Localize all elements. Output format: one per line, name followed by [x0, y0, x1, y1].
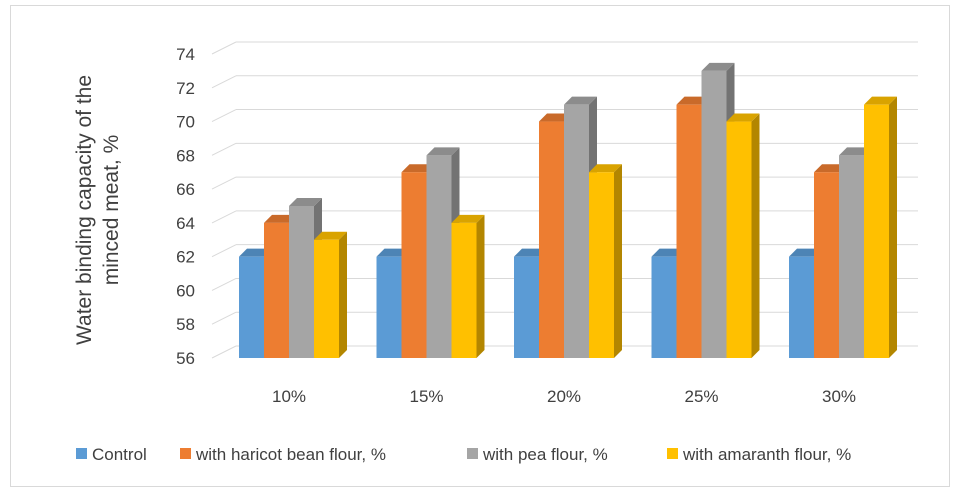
- bar: [451, 214, 485, 358]
- gridline: [211, 41, 237, 55]
- y-tick-labels: 56 58 60 62 64 66 68 70 72 74: [176, 45, 195, 368]
- y-tick-label: 60: [176, 281, 195, 300]
- legend: Control with haricot bean flour, % with pe…: [76, 445, 851, 464]
- gridline: [211, 311, 237, 325]
- legend-item: with haricot bean flour, %: [180, 445, 386, 464]
- legend-item: Control: [76, 445, 147, 464]
- bar: [726, 113, 760, 358]
- bar-top: [264, 214, 297, 223]
- legend-item: with pea flour, %: [467, 445, 608, 464]
- y-axis-title-line-2: minced meat, %: [100, 135, 123, 286]
- gridline: [211, 210, 237, 224]
- gridline: [211, 142, 237, 156]
- bar-top: [676, 96, 710, 105]
- y-tick-label: 74: [176, 45, 195, 64]
- x-tick-label: 30%: [822, 387, 856, 406]
- bar-front: [651, 256, 677, 358]
- bar-side: [339, 231, 347, 358]
- x-tick-label: 15%: [409, 387, 443, 406]
- bar-top: [839, 147, 872, 156]
- bar-side: [889, 96, 897, 359]
- y-tick-label: 68: [176, 146, 195, 165]
- bar-top: [539, 113, 572, 122]
- bar-front: [564, 104, 589, 359]
- bar-front: [701, 70, 727, 358]
- bar-top: [726, 113, 760, 122]
- legend-label: Control: [92, 445, 147, 464]
- bar: [589, 164, 622, 358]
- gridline: [211, 109, 237, 123]
- bar: [314, 231, 347, 358]
- bar-top: [401, 164, 435, 173]
- y-tick-label: 62: [176, 248, 195, 267]
- y-tick-label: 64: [176, 214, 195, 233]
- y-axis-title-line-1: Water binding capacity of the: [73, 75, 96, 345]
- bars: [239, 62, 897, 359]
- legend-label: with haricot bean flour, %: [195, 445, 386, 464]
- gridline: [211, 244, 237, 258]
- bar-front: [539, 121, 564, 358]
- y-tick-label: 56: [176, 349, 195, 368]
- x-tick-label: 10%: [272, 387, 306, 406]
- bar: [514, 248, 547, 358]
- gridline: [211, 176, 237, 190]
- gridline: [211, 75, 237, 89]
- legend-swatch: [180, 448, 191, 459]
- bar-front: [239, 256, 264, 358]
- bar-front: [676, 104, 702, 359]
- bar-top: [239, 248, 272, 257]
- x-tick-labels: 10% 15% 20% 25% 30%: [272, 387, 856, 406]
- legend-swatch: [76, 448, 87, 459]
- bar-front: [376, 256, 402, 358]
- bar-side: [476, 214, 485, 358]
- bar-front: [789, 256, 814, 358]
- bar-top: [701, 62, 735, 71]
- legend-label: with pea flour, %: [482, 445, 608, 464]
- legend-item: with amaranth flour, %: [667, 445, 851, 464]
- bar-top: [864, 96, 897, 105]
- bar-front: [589, 172, 614, 358]
- bar-front: [289, 206, 314, 358]
- y-tick-label: 70: [176, 113, 195, 132]
- y-tick-label: 72: [176, 79, 195, 98]
- bar-front: [401, 172, 427, 358]
- legend-label: with amaranth flour, %: [682, 445, 851, 464]
- legend-swatch: [467, 448, 478, 459]
- bar-front: [426, 155, 452, 358]
- bar-top: [789, 248, 822, 257]
- bar-front: [814, 172, 839, 358]
- bar-top: [589, 164, 622, 173]
- x-tick-label: 25%: [684, 387, 718, 406]
- bar-front: [864, 104, 889, 359]
- bar-top: [426, 147, 460, 156]
- bar-front: [451, 222, 477, 358]
- bar-front: [264, 222, 289, 358]
- bar-top: [376, 248, 410, 257]
- bar: [864, 96, 897, 359]
- bar-top: [289, 198, 322, 206]
- bar-front: [514, 256, 539, 358]
- bar-front: [839, 155, 864, 358]
- bar-front: [726, 121, 752, 358]
- bar-top: [314, 231, 347, 240]
- bar-top: [564, 96, 597, 105]
- bar-top: [514, 248, 547, 257]
- bar-top: [451, 214, 485, 223]
- y-tick-label: 66: [176, 180, 195, 199]
- bar-side: [751, 113, 760, 358]
- legend-swatch: [667, 448, 678, 459]
- gridline: [211, 277, 237, 291]
- bar-top: [651, 248, 685, 257]
- gridline: [211, 345, 237, 359]
- y-tick-label: 58: [176, 315, 195, 334]
- bar-top: [814, 164, 847, 173]
- bar-side: [614, 164, 622, 358]
- x-tick-label: 20%: [547, 387, 581, 406]
- bar-front: [314, 239, 339, 358]
